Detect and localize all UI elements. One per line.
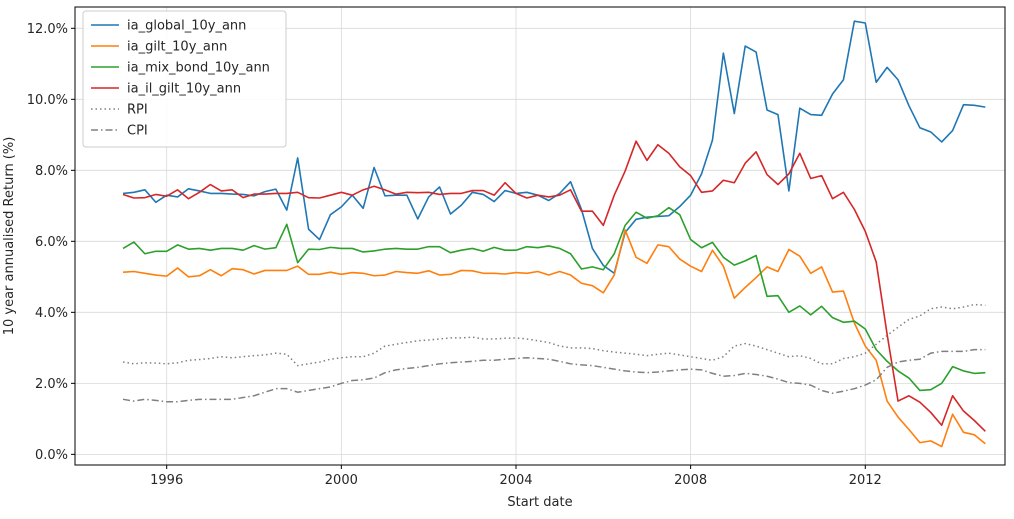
series-line-ia-global-10y-ann [122, 20, 986, 275]
x-tick-label: 2008 [674, 473, 707, 488]
y-tick-label: 12.0% [27, 22, 68, 37]
legend-entry-label: ia_gilt_10y_ann [127, 40, 227, 55]
x-tick-label: 2012 [849, 473, 882, 488]
y-tick-label: 0.0% [35, 448, 68, 463]
series-line-ia-mix-bond-10y-ann [122, 206, 986, 392]
series-line-ia-il-gilt-10y-ann [122, 140, 986, 432]
x-tick-label: 1996 [150, 473, 183, 488]
y-tick-label: 6.0% [35, 235, 68, 250]
legend-entry-label: RPI [127, 103, 148, 118]
legend-entry-label: ia_il_gilt_10y_ann [127, 82, 241, 97]
y-axis-label: 10 year annualised Return (%) [2, 137, 17, 336]
legend-box [82, 10, 287, 148]
series-line-rpi [122, 303, 986, 367]
axis-ticks: 1996 2000 2004 2008 2012 0.0% 2.0% 4.0% 6.0% 8.0%… [27, 22, 882, 488]
series-line-cpi [122, 348, 986, 403]
series-line-ia-gilt-10y-ann [122, 229, 986, 448]
x-axis-label: Start date [507, 495, 572, 510]
legend-entry-label: ia_global_10y_ann [127, 19, 246, 34]
y-tick-label: 8.0% [35, 164, 68, 179]
legend-entry-label: CPI [127, 124, 148, 139]
legend-entry-label: ia_mix_bond_10y_ann [127, 61, 270, 76]
y-tick-label: 2.0% [35, 377, 68, 392]
series-lines [122, 20, 986, 448]
y-tick-label: 10.0% [27, 93, 68, 108]
grid [75, 7, 1005, 465]
legend: ia_global_10y_ann ia_gilt_10y_ann ia_mix_b… [82, 10, 287, 148]
x-tick-label: 2000 [325, 473, 358, 488]
y-tick-label: 4.0% [35, 306, 68, 321]
plot-frame [74, 6, 1006, 466]
x-tick-label: 2004 [499, 473, 532, 488]
